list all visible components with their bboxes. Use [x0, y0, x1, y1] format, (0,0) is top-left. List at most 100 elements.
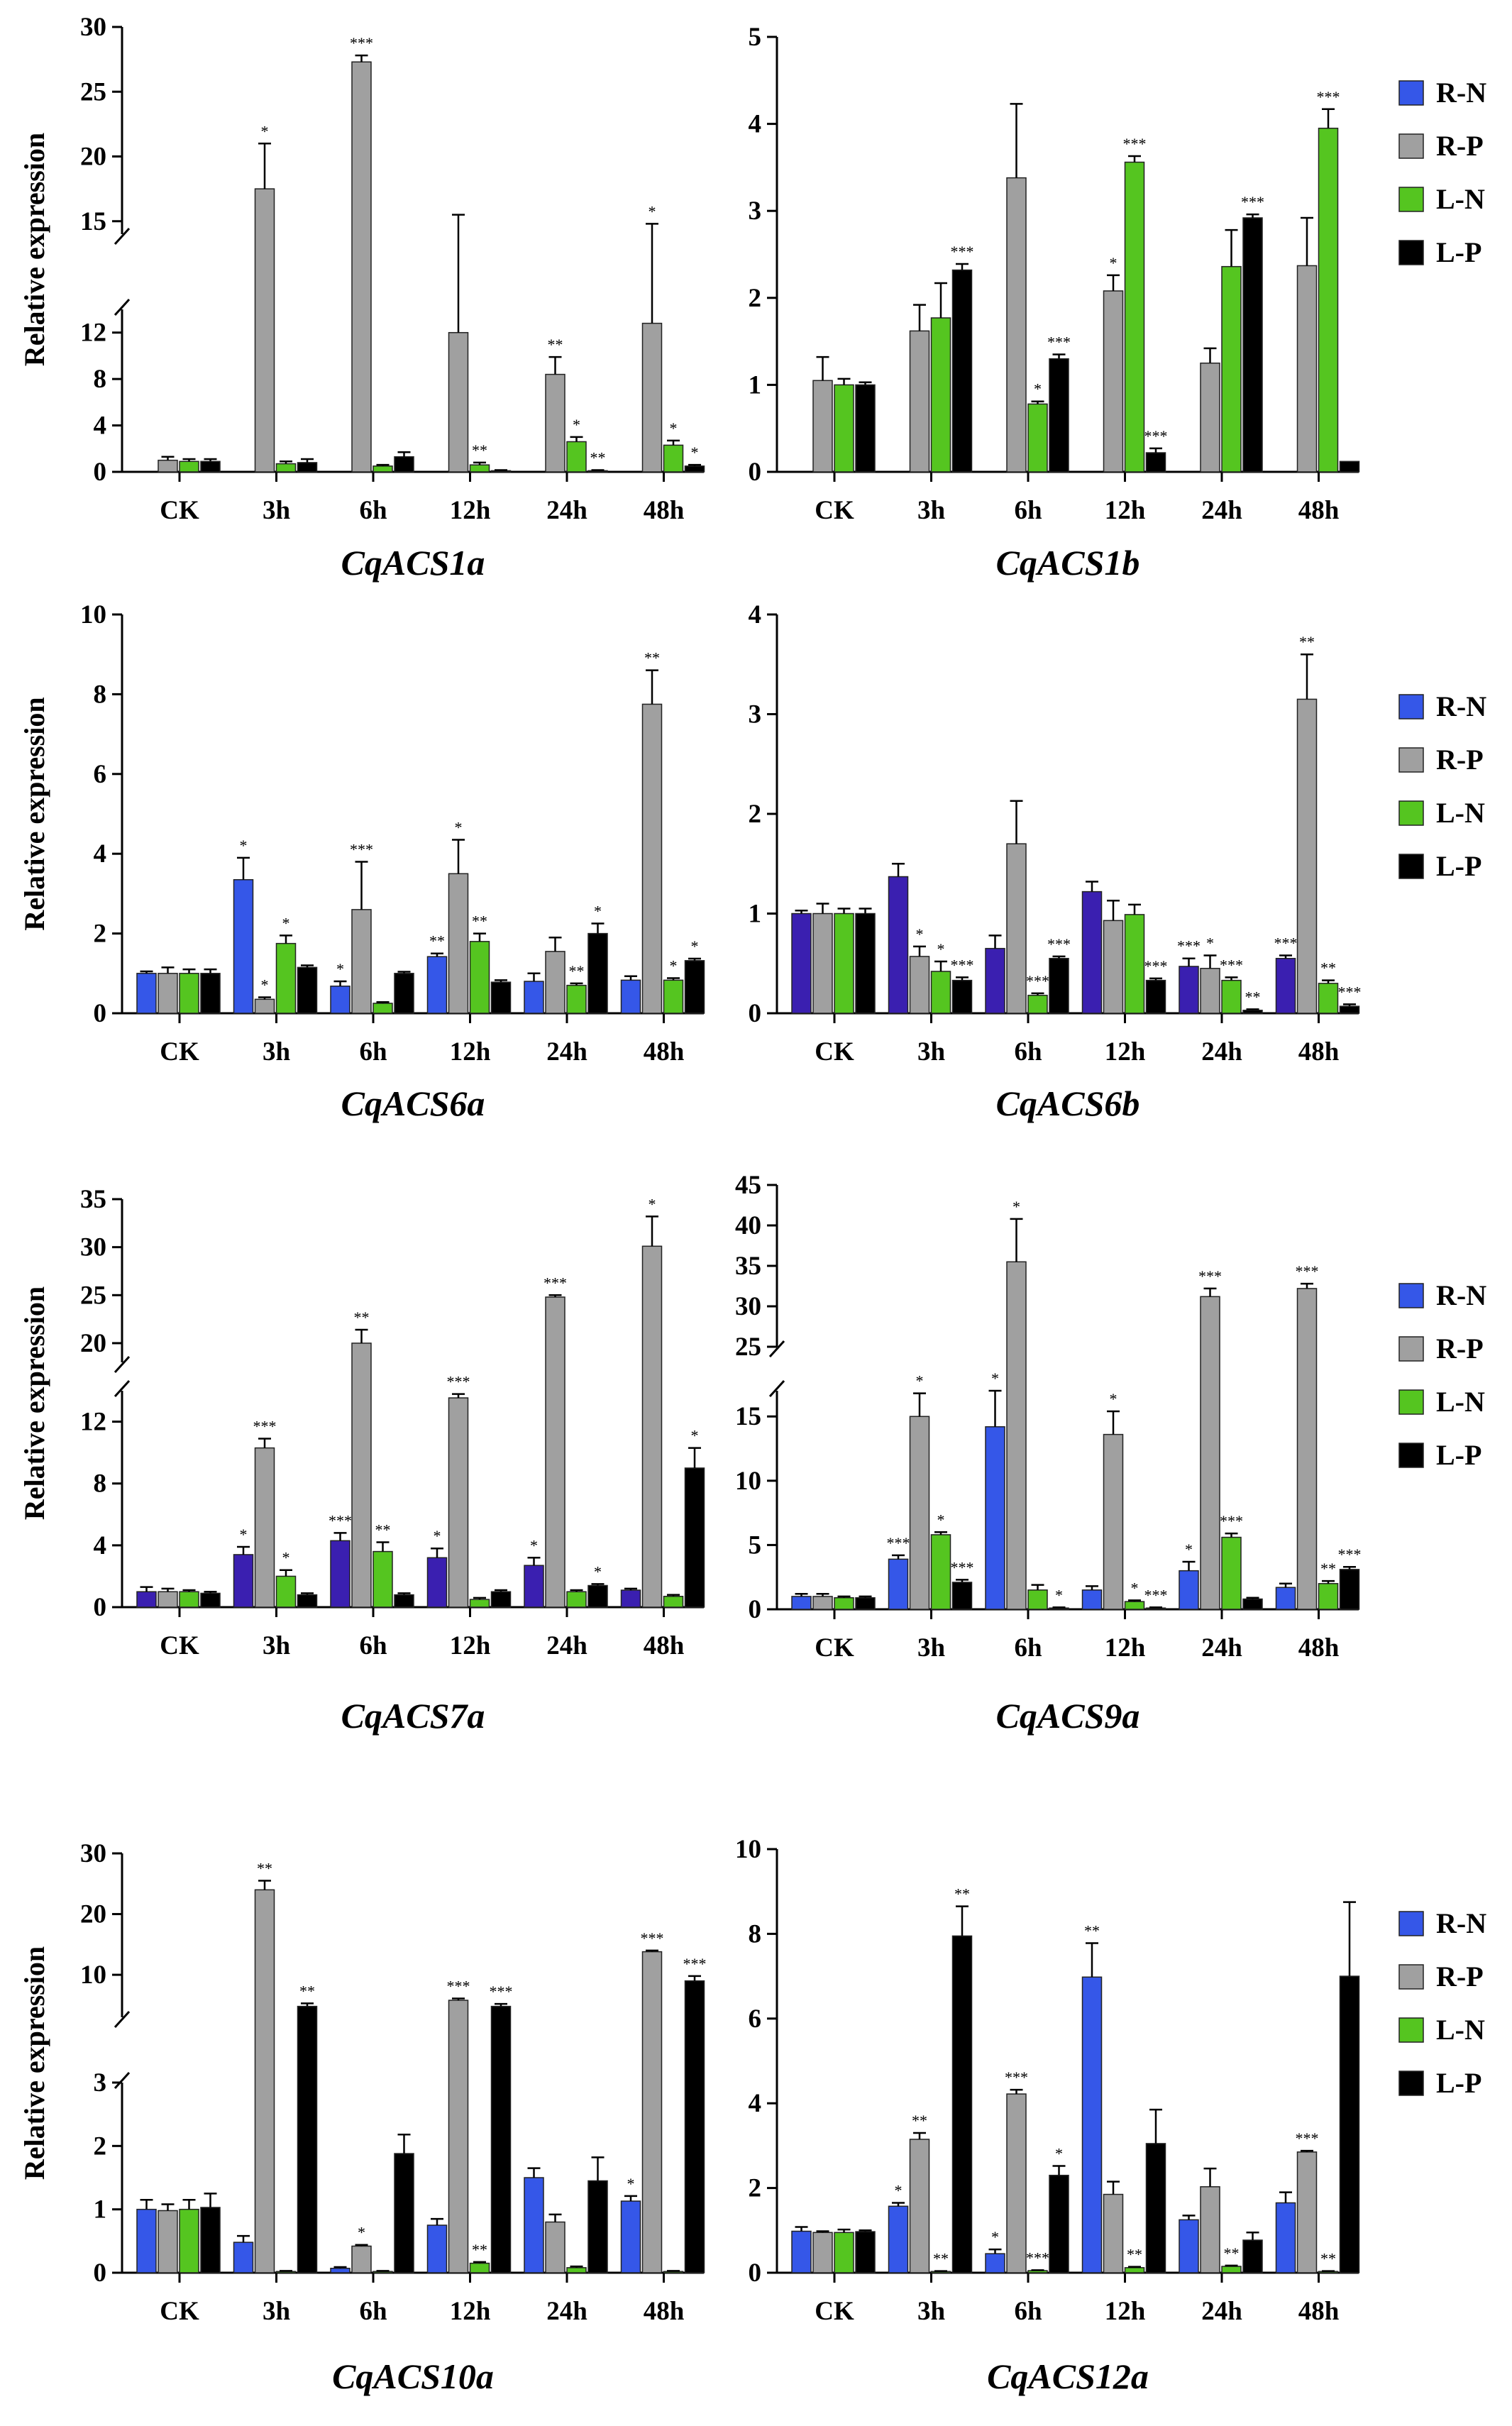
legend-label-R-P: R-P [1436, 1333, 1484, 1364]
bar-R-P [1296, 1288, 1318, 1610]
y-tick-label: 2 [749, 2174, 762, 2203]
y-tick-label: 25 [80, 1281, 106, 1310]
significance-label: * [282, 1549, 290, 1567]
bar-L-N [179, 2208, 199, 2273]
chart-title: CqACS6b [996, 1084, 1140, 1123]
bar-R-N [524, 981, 544, 1014]
significance-label: *** [447, 1977, 470, 1995]
bar-L-P [490, 981, 512, 1014]
bar-R-N [620, 1589, 641, 1608]
bar-L-N [1124, 1601, 1145, 1610]
bar-L-N [373, 1003, 393, 1014]
legend-swatch-R-N [1398, 694, 1424, 719]
significance-label: *** [1144, 427, 1168, 445]
bar-L-P [1242, 1010, 1263, 1014]
x-tick-label: 48h [644, 2297, 685, 2326]
bar-L-N [930, 1534, 951, 1610]
significance-label: *** [1144, 1586, 1168, 1604]
y-tick-label: 10 [735, 1835, 761, 1864]
significance-label: ** [472, 912, 487, 930]
x-tick-label: 3h [917, 2297, 946, 2326]
bar-L-P [951, 1582, 973, 1610]
significance-label: *** [951, 956, 974, 974]
bar-R-N [426, 2224, 448, 2273]
bar-R-N [524, 1565, 544, 1608]
bar-R-N [888, 1558, 909, 1610]
bar-L-P [1339, 1569, 1360, 1610]
bar-R-P [1103, 920, 1124, 1014]
significance-label: *** [1317, 88, 1340, 106]
legend-swatch-L-P [1398, 2071, 1424, 2096]
significance-label: ** [644, 649, 660, 667]
bar-L-N [1318, 1583, 1339, 1610]
bar-R-N [330, 986, 351, 1014]
bar-R-P [254, 1447, 275, 1608]
y-axis-label: Relative expression [18, 1946, 50, 2180]
bar-R-N [330, 2267, 351, 2273]
bar-R-P [1296, 265, 1318, 473]
significance-label: * [573, 416, 580, 434]
bar-L-P [1049, 2174, 1069, 2273]
x-tick-label: CK [160, 1631, 199, 1660]
significance-label: * [1110, 1390, 1118, 1408]
significance-label: ** [472, 2241, 487, 2259]
significance-label: *** [543, 1274, 567, 1291]
bar-R-N [1081, 891, 1103, 1014]
significance-label: * [594, 1562, 602, 1580]
significance-label: * [594, 903, 602, 920]
bar-L-P [394, 2153, 414, 2273]
bar-L-P [297, 462, 318, 473]
legend-label-R-P: R-P [1436, 744, 1484, 776]
significance-label: ** [954, 1885, 970, 1903]
y-tick-label: 10 [80, 1961, 106, 1990]
bar-R-P [641, 1245, 663, 1608]
bar-L-N [834, 1597, 854, 1610]
significance-label: *** [1220, 956, 1243, 974]
bar-L-P [490, 1591, 512, 1608]
significance-label: * [937, 940, 945, 958]
bar-R-P [158, 1591, 178, 1608]
x-tick-label: 24h [1201, 1633, 1242, 1663]
bar-L-P [200, 1592, 221, 1608]
significance-label: ** [354, 1308, 370, 1326]
bar-R-N [985, 947, 1005, 1014]
legend-label-R-N: R-N [1436, 690, 1486, 722]
bar-L-P [951, 979, 973, 1014]
bar-L-N [1027, 403, 1048, 473]
chart-panel-CqACS1a: 0 4 8 12 15 20 25 30 Relative expression CK 3h * 6h *… [18, 13, 705, 583]
significance-label: ** [1320, 2250, 1336, 2268]
bar-L-P [1242, 2239, 1263, 2273]
significance-label: ** [1224, 2244, 1240, 2262]
bar-R-N [791, 1596, 812, 1610]
bar-L-P [855, 384, 876, 473]
significance-label: *** [1198, 1267, 1222, 1285]
x-tick-label: 3h [917, 1037, 946, 1066]
significance-label: * [627, 2175, 635, 2193]
significance-label: * [1110, 254, 1118, 272]
bar-R-N [985, 1426, 1005, 1610]
y-tick-label: 6 [94, 760, 107, 789]
legend-label-L-P: L-P [1436, 850, 1481, 882]
bar-L-P [297, 2005, 318, 2273]
bar-L-N [1221, 979, 1242, 1014]
legend-label-R-P: R-P [1436, 1961, 1484, 1992]
y-tick-label: 0 [749, 2259, 762, 2288]
significance-label: * [916, 1372, 924, 1390]
significance-label: ** [912, 2112, 927, 2129]
significance-label: *** [253, 1418, 277, 1435]
legend-label-L-P: L-P [1436, 1439, 1481, 1471]
y-tick-label: 1 [749, 370, 762, 399]
x-tick-label: 48h [644, 1037, 685, 1066]
bar-L-P [684, 960, 705, 1014]
significance-label: ** [1084, 1922, 1100, 1940]
bar-L-N [1027, 1589, 1048, 1610]
significance-label: * [649, 202, 656, 220]
significance-label: * [991, 1369, 999, 1387]
significance-label: * [691, 443, 699, 461]
bar-R-P [448, 1397, 469, 1608]
bar-R-N [1179, 1570, 1199, 1610]
significance-label: *** [1123, 135, 1147, 153]
